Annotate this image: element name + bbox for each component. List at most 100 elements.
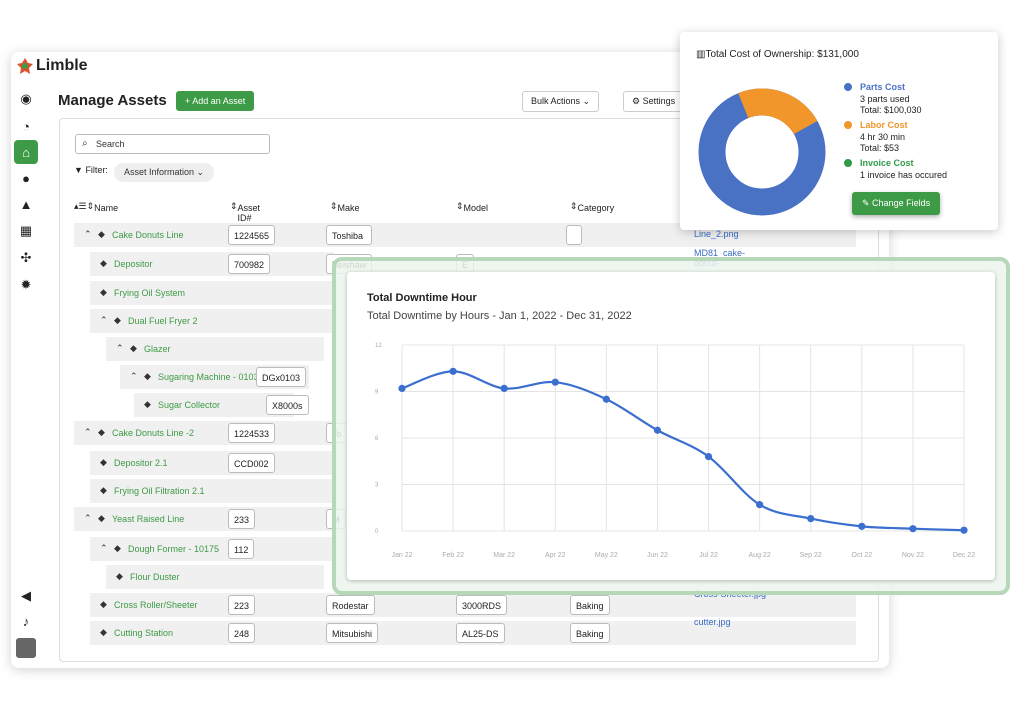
asset-name-link[interactable]: Cutting Station (114, 628, 174, 638)
asset-id-field[interactable]: 248 (228, 623, 256, 643)
chart-subtitle: Total Downtime by Hours - Jan 1, 2022 - … (367, 310, 632, 322)
asset-cube-icon: ◆ (114, 315, 121, 325)
asset-id-field[interactable]: 223 (228, 595, 256, 615)
asset-name-link[interactable]: Frying Oil Filtration 2.1 (114, 486, 205, 496)
table-row[interactable]: ◆ Cross Roller/Sheeter 223 Rodestar 3000RDS B… (90, 589, 856, 617)
data-point[interactable] (500, 384, 508, 392)
caret-up-icon[interactable]: ⌃ (84, 427, 92, 437)
attachment-link[interactable]: cutter.jpg (694, 617, 731, 627)
y-tick-label: 3 (375, 483, 379, 489)
asset-id-field[interactable]: X8000s (266, 395, 309, 415)
caret-up-icon[interactable]: ⌃ (84, 229, 92, 239)
table-row[interactable]: ◆ Flour Duster (106, 565, 324, 589)
data-point[interactable] (653, 426, 662, 434)
caret-up-icon[interactable]: ⌃ (116, 343, 124, 353)
legend-dot-parts (844, 83, 852, 91)
asset-name-link[interactable]: Depositor 2.1 (114, 458, 168, 468)
asset-name-link[interactable]: Cake Donuts Line (112, 230, 184, 240)
add-asset-button[interactable]: + Add an Asset (176, 91, 255, 111)
table-row[interactable]: ◆ Frying Oil System (90, 281, 334, 305)
asset-name-link[interactable]: Cake Donuts Line -2 (112, 428, 195, 438)
sort-name-header[interactable]: ▴☰⇕ Name (74, 201, 119, 213)
asset-cube-icon: ◆ (98, 229, 105, 239)
table-row[interactable]: ⌃ ◆ Dough Former - 10175 112 (90, 537, 334, 561)
data-point[interactable] (704, 453, 713, 461)
data-point[interactable] (551, 378, 559, 386)
legend-labor-line2: Total: $53 (860, 143, 900, 153)
avatar[interactable] (16, 638, 36, 658)
search-input[interactable]: ⌕ Search (75, 134, 270, 154)
limble-logo[interactable]: Limble (16, 57, 88, 75)
settings-button[interactable]: ⚙ Settings (623, 91, 685, 112)
asset-id-field[interactable]: 1224565 (228, 225, 276, 245)
table-row[interactable]: ◆ Cutting Station 248 Mitsubishi AL25-DS Baki… (90, 617, 856, 645)
model-field[interactable]: AL25-DS (456, 623, 505, 643)
asset-name-link[interactable]: Sugaring Machine - 0103 (158, 372, 259, 382)
y-tick-label: 9 (375, 390, 379, 396)
asset-name-link[interactable]: Flour Duster (130, 572, 180, 582)
table-row[interactable]: ◆ Depositor 2.1 CCD002 (90, 451, 334, 475)
asset-id-field[interactable]: 233 (228, 509, 256, 529)
map-icon[interactable]: ▦ (19, 223, 33, 238)
warning-icon[interactable]: ▲ (19, 196, 33, 212)
data-point[interactable] (756, 501, 764, 509)
caret-up-icon[interactable]: ⌃ (84, 513, 92, 523)
make-field[interactable]: Mitsubishi (326, 623, 379, 643)
data-point[interactable] (807, 515, 815, 523)
model-field[interactable]: 3000RDS (456, 595, 508, 615)
table-row[interactable]: ⌃◆Yeast Raised Line233M (74, 507, 346, 531)
chevron-down-icon: ⌄ (582, 96, 591, 106)
asset-id-field[interactable]: DGx0103 (256, 367, 307, 387)
bulk-actions-button[interactable]: Bulk Actions ⌄ (522, 91, 600, 112)
asset-id-field[interactable]: 700982 (228, 254, 271, 274)
filter-dropdown[interactable]: Asset Information ⌄ (114, 163, 215, 182)
sort-category-header[interactable]: ⇕ Category (570, 201, 615, 213)
asset-id-field[interactable]: CCD002 (228, 453, 275, 473)
dashboard-icon[interactable]: ◔ (22, 118, 30, 134)
change-fields-button[interactable]: ✎ Change Fields (852, 192, 941, 215)
sort-id-header[interactable]: ⇕ Asset ID# (230, 201, 261, 223)
make-field[interactable]: Toshiba (326, 225, 372, 245)
asset-name-link[interactable]: Dual Fuel Fryer 2 (128, 316, 198, 326)
asset-name-link[interactable]: Frying Oil System (114, 288, 186, 298)
category-field[interactable] (566, 225, 582, 245)
data-point[interactable] (449, 367, 457, 375)
chart-title: Total Downtime Hour (367, 292, 477, 304)
caret-up-icon[interactable]: ⌃ (100, 315, 108, 325)
category-field[interactable]: Baking (570, 595, 610, 615)
caret-up-icon[interactable]: ⌃ (130, 371, 138, 381)
sort-make-header[interactable]: ⇕ Make (330, 201, 360, 213)
asset-name-link[interactable]: Cross Roller/Sheeter (114, 600, 198, 610)
table-row[interactable]: ◆Depositor700982BelshawEMD81_cake-donut- (90, 248, 745, 276)
table-row[interactable]: ◆ Frying Oil Filtration 2.1 (90, 479, 334, 503)
make-field[interactable]: Rodestar (326, 595, 375, 615)
table-row[interactable]: ⌃ ◆ Glazer (106, 337, 324, 361)
data-point[interactable] (960, 526, 968, 534)
sort-model-header[interactable]: ⇕ Model (456, 201, 489, 213)
data-point[interactable] (909, 525, 917, 533)
data-point[interactable] (602, 395, 610, 403)
asset-id-field[interactable]: 1224533 (228, 423, 276, 443)
category-field[interactable]: Baking (570, 623, 610, 643)
asset-id-field[interactable]: 112 (228, 539, 255, 559)
asset-name-link[interactable]: Yeast Raised Line (112, 514, 185, 524)
megaphone-icon[interactable]: ◀ (21, 588, 31, 603)
table-row[interactable]: ⌃ ◆ Sugaring Machine - 0103 DGx0103 (120, 365, 309, 389)
asset-name-link[interactable]: Glazer (144, 344, 171, 354)
asset-name-link[interactable]: Depositor (114, 259, 153, 269)
table-row[interactable]: ⌃ ◆ Dual Fuel Fryer 2 (90, 309, 334, 333)
table-row[interactable]: ◆ Sugar Collector X8000s (134, 393, 309, 417)
data-point[interactable] (398, 384, 406, 392)
user-icon[interactable]: ● (22, 170, 30, 186)
caret-up-icon[interactable]: ⌃ (100, 543, 108, 553)
gear-icon[interactable]: ✹ (20, 277, 32, 292)
table-row[interactable]: ⌃◆Cake Donuts Line -21224533To (74, 421, 348, 445)
bell-icon[interactable]: ♪ (22, 613, 30, 629)
home-icon[interactable]: ⌂ (14, 140, 38, 164)
data-point[interactable] (858, 522, 866, 530)
globe-icon[interactable]: ◉ (20, 91, 32, 106)
attachment-link[interactable]: Line_2.png (694, 229, 739, 239)
network-icon[interactable]: ✣ (20, 250, 32, 265)
asset-name-link[interactable]: Dough Former - 10175 (128, 544, 220, 554)
asset-name-link[interactable]: Sugar Collector (158, 400, 221, 410)
